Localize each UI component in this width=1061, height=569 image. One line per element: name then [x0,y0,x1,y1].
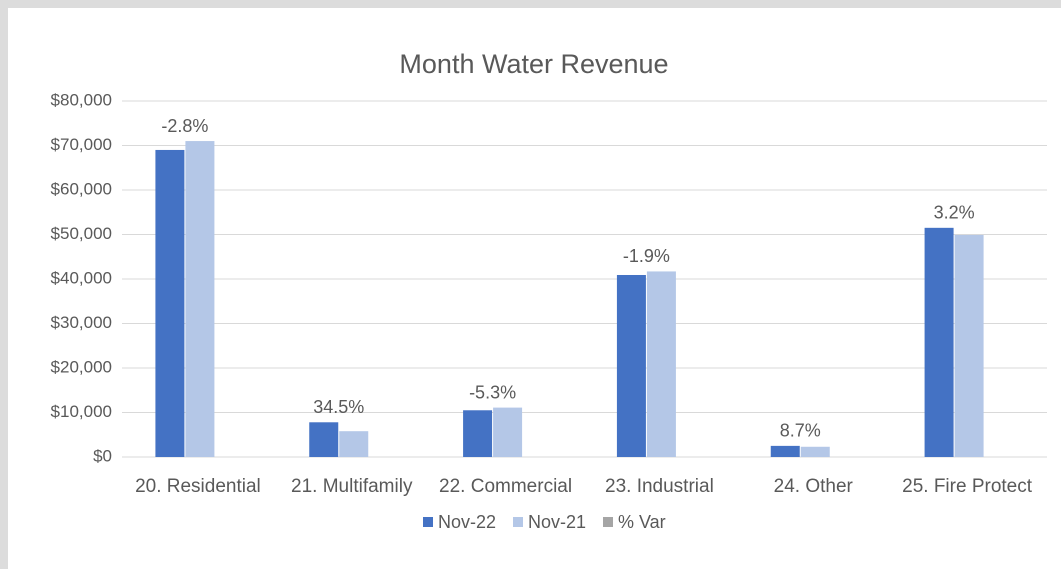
y-tick-label: $10,000 [51,402,112,421]
data-label: -1.9% [623,246,670,266]
data-label: 34.5% [313,397,364,417]
y-tick-label: $60,000 [51,179,112,198]
bar [924,227,954,457]
legend-swatch [603,517,613,527]
y-tick-label: $50,000 [51,224,112,243]
y-tick-label: $30,000 [51,313,112,332]
data-label: 3.2% [934,203,975,223]
legend-label: Nov-21 [528,512,586,532]
y-tick-label: $70,000 [51,135,112,154]
bar [616,274,646,457]
x-tick-label: 25. Fire Protect [902,476,1033,497]
x-tick-label: 22. Commercial [439,476,572,497]
x-tick-label: 20. Residential [135,476,261,497]
bar [493,407,523,457]
bar [185,141,215,458]
legend-swatch [513,517,523,527]
legend-swatch [423,517,433,527]
bar [954,234,984,457]
bar [309,422,339,457]
bar [155,149,185,457]
data-label: -5.3% [469,382,516,402]
x-tick-label: 23. Industrial [605,476,714,497]
bar [339,431,369,457]
y-tick-label: $20,000 [51,357,112,376]
legend-label: Nov-22 [438,512,496,532]
y-tick-label: $0 [93,446,112,465]
bar [770,445,800,457]
bar [800,446,830,457]
x-tick-label: 21. Multifamily [291,476,413,497]
legend-label: % Var [618,512,666,532]
y-tick-label: $80,000 [51,90,112,109]
chart-title: Month Water Revenue [399,49,668,79]
x-tick-label: 24. Other [774,476,854,497]
data-label: 8.7% [780,421,821,441]
y-tick-label: $40,000 [51,268,112,287]
bar [463,410,493,457]
data-label: -2.8% [161,116,208,136]
bar [646,271,676,457]
